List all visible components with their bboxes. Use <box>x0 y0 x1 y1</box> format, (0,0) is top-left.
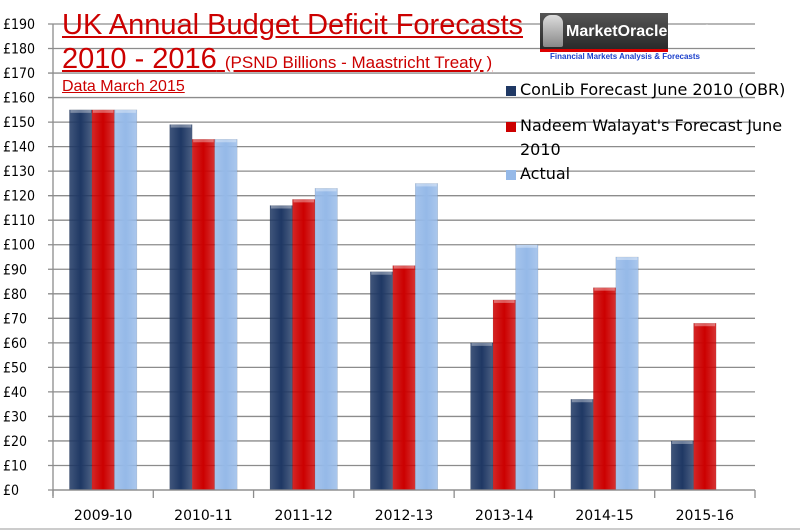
bar-highlight <box>270 205 292 209</box>
x-tick-label: 2011-12 <box>274 508 333 524</box>
y-tick-label: £80 <box>3 287 27 303</box>
y-tick-label: £170 <box>3 66 35 82</box>
bar-2013-14-1 <box>492 299 516 491</box>
y-tick-label: £190 <box>3 17 35 33</box>
y-tick-label: £50 <box>3 360 27 376</box>
y-tick-label: £10 <box>3 458 27 474</box>
chart-title: UK Annual Budget Deficit Forecasts <box>62 9 524 41</box>
x-tick-label: 2012-13 <box>375 508 434 524</box>
bar-highlight <box>92 109 114 113</box>
bar-highlight <box>694 323 716 327</box>
x-tick-label: 2009-10 <box>74 508 133 524</box>
x-tick-label: 2013-14 <box>475 508 534 524</box>
bar-highlight <box>371 271 392 275</box>
y-tick-label: £70 <box>3 311 27 327</box>
bar-2011-12-0 <box>269 205 293 491</box>
y-tick-label: £40 <box>3 385 27 401</box>
bar-2012-13-0 <box>370 271 393 491</box>
title-years: 2010 - 2016 <box>62 43 217 75</box>
bar-highlight <box>193 139 214 143</box>
bar-2014-15-1 <box>593 287 617 491</box>
y-tick-label: £90 <box>3 262 27 278</box>
y-tick-label: £110 <box>3 213 35 229</box>
bar-highlight <box>516 244 538 248</box>
logo-banner: MarketOracle.co.uk <box>540 13 714 52</box>
bar-2009-10-2 <box>114 109 138 491</box>
bar-2012-13-2 <box>415 183 438 491</box>
chart-title-line2: 2010 - 2016 (PSND Billions - Maastricht … <box>62 43 492 76</box>
bar-highlight <box>616 257 638 260</box>
bar-2014-15-2 <box>615 256 639 491</box>
x-axis <box>52 489 756 498</box>
bar-highlight <box>416 183 437 187</box>
legend-swatch-conlib <box>506 86 516 96</box>
y-tick-label: £150 <box>3 115 35 131</box>
legend-label: ConLib Forecast June 2010 (OBR) <box>520 80 786 99</box>
legend-swatch-nadeem <box>506 122 516 132</box>
bar-highlight <box>115 109 136 113</box>
y-tick-label: £180 <box>3 42 35 58</box>
bar-2009-10-1 <box>91 109 115 491</box>
bar-highlight <box>315 188 337 192</box>
bar-highlight <box>393 265 415 269</box>
y-tick-label: £30 <box>3 409 27 425</box>
legend-label: Actual <box>520 164 571 183</box>
bar-2015-16-1 <box>693 322 717 491</box>
bar-highlight <box>494 299 515 303</box>
bar-2013-14-2 <box>515 244 539 491</box>
gridlines <box>48 23 755 496</box>
y-tick-label: £160 <box>3 91 35 107</box>
x-tick-label: 2015-16 <box>676 508 735 524</box>
y-tick-label: £20 <box>3 434 27 450</box>
bars <box>69 109 717 491</box>
x-tick-label: 2010-11 <box>174 508 233 524</box>
legend-item-conlib: ConLib Forecast June 2010 (OBR) <box>504 78 790 102</box>
bar-highlight <box>594 287 615 291</box>
y-tick-label: £140 <box>3 140 35 156</box>
y-tick-label: £130 <box>3 164 35 180</box>
chart-subtitle: Data March 2015 <box>62 78 185 95</box>
logo-tagline: Financial Markets Analysis & Forecasts <box>550 52 700 61</box>
bar-2010-11-0 <box>169 124 193 491</box>
bar-highlight <box>471 342 493 346</box>
bar-2010-11-1 <box>191 139 215 491</box>
title-units: (PSND Billions - Maastricht Treaty ) <box>224 53 493 72</box>
y-axis-ticks: £0 £10 £20 £30 £40 £50 £60 £70 £80 £90 £100 £110 £12… <box>3 17 35 499</box>
marketoracle-logo: MarketOracle.co.uk Financial Markets Ana… <box>540 13 714 61</box>
logo-name: MarketOracle.co.uk <box>566 23 714 40</box>
y-tick-label: £100 <box>3 238 35 254</box>
legend-item-actual: Actual <box>504 162 790 186</box>
bar-2011-12-2 <box>314 188 338 491</box>
bar-highlight <box>170 124 192 128</box>
bar-2012-13-1 <box>392 265 416 491</box>
bar-highlight <box>571 399 593 403</box>
legend-item-nadeem: Nadeem Walayat's Forecast June 2010 <box>504 114 790 162</box>
legend-label: Nadeem Walayat's Forecast June 2010 <box>520 116 783 159</box>
bar-highlight <box>215 139 237 143</box>
bar-2009-10-0 <box>69 109 93 491</box>
y-tick-label: £0 <box>3 483 19 499</box>
bar-highlight <box>672 440 693 444</box>
bar-2013-14-0 <box>470 342 494 491</box>
bar-2011-12-1 <box>292 199 316 491</box>
statue-icon <box>543 15 563 47</box>
x-tick-label: 2014-15 <box>575 508 634 524</box>
x-axis-ticks: 2009-10 2010-11 2011-12 2012-13 2013-14 2014-… <box>74 508 734 524</box>
bar-highlight <box>293 199 314 203</box>
bar-2015-16-0 <box>670 440 694 491</box>
bar-2010-11-2 <box>214 139 238 491</box>
legend-swatch-actual <box>506 170 516 180</box>
y-tick-label: £60 <box>3 336 27 352</box>
y-tick-label: £120 <box>3 189 35 205</box>
bar-2014-15-0 <box>570 399 594 491</box>
bar-highlight <box>70 109 91 113</box>
chart-legend: ConLib Forecast June 2010 (OBR) Nadeem W… <box>504 78 790 186</box>
